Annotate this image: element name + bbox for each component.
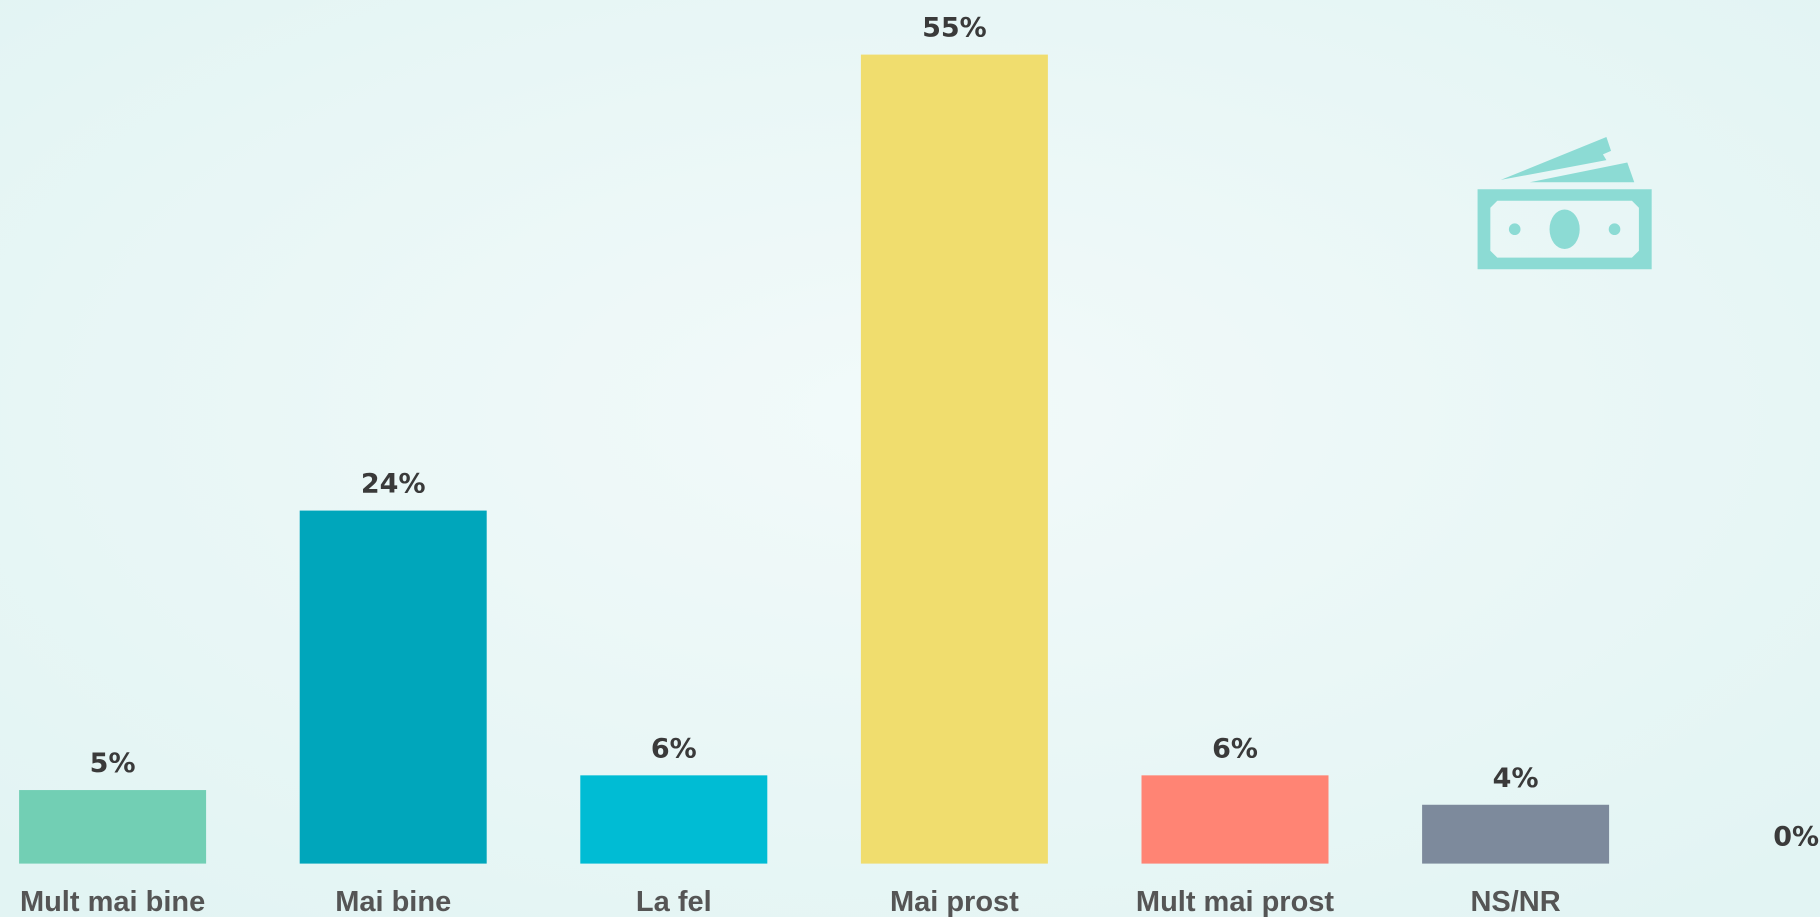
- value-label: 6%: [1212, 733, 1258, 764]
- bar: [580, 775, 768, 864]
- category-label: Mult mai prost: [1136, 886, 1335, 917]
- bar: [299, 510, 487, 864]
- bar: [1141, 775, 1329, 864]
- category-label: La fel: [636, 886, 712, 917]
- money-icon: [1477, 136, 1652, 270]
- value-label: 5%: [90, 748, 136, 779]
- value-label: 4%: [1493, 763, 1539, 794]
- bar: [860, 54, 1048, 864]
- category-label: Mai bine: [335, 886, 451, 917]
- value-label: 6%: [651, 733, 697, 764]
- value-label: 55%: [922, 13, 987, 44]
- bar: [1422, 804, 1610, 864]
- value-label: 0%: [1773, 822, 1819, 853]
- category-label: Mai prost: [890, 886, 1019, 917]
- category-label: Mult mai bine: [20, 886, 205, 917]
- bar: [19, 790, 207, 864]
- value-label: 24%: [361, 469, 426, 500]
- category-label: NS/NR: [1470, 886, 1560, 917]
